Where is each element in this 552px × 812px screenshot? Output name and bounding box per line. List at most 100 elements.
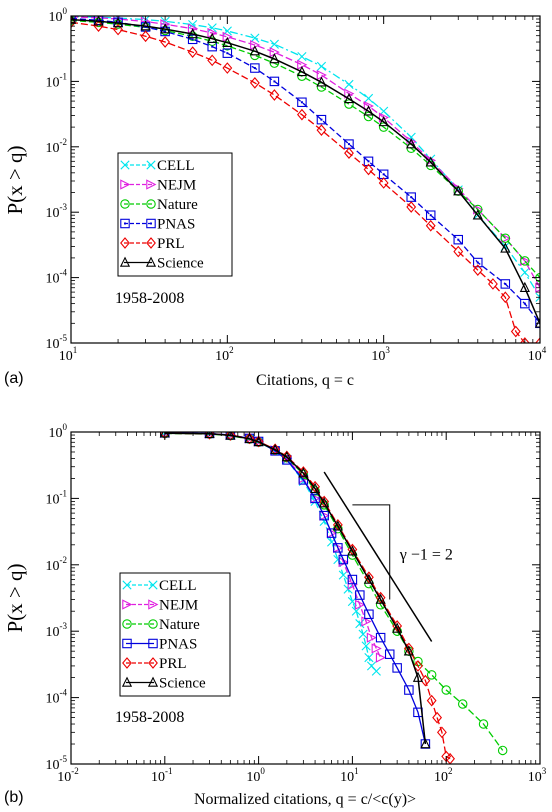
y-tick-label: 10-1	[46, 71, 68, 90]
data-point	[436, 726, 447, 739]
data-point	[406, 132, 416, 142]
data-point	[425, 219, 436, 232]
series-line-science	[71, 18, 540, 324]
data-point	[326, 528, 337, 538]
data-point	[412, 671, 424, 682]
y-tick-label: 10-1	[46, 488, 68, 507]
data-point	[316, 124, 327, 136]
data-point	[384, 649, 395, 659]
data-point	[344, 88, 355, 99]
data-point	[309, 482, 321, 493]
data-point	[497, 745, 508, 756]
data-point	[472, 264, 483, 277]
data-point	[488, 278, 498, 290]
data-point	[244, 432, 255, 444]
legend-marker	[120, 218, 130, 229]
legend-label: Science	[159, 676, 206, 692]
panel-label: (b)	[4, 789, 24, 806]
legend: CELL NEJM Nature PNAS PRL Science	[119, 572, 231, 697]
legend-marker	[121, 676, 133, 687]
data-point	[420, 674, 431, 687]
x-tick-label: 104	[528, 345, 547, 364]
data-point	[375, 593, 386, 604]
data-point	[534, 317, 540, 328]
x-axis-label: Citations, q = c	[256, 372, 354, 389]
data-point	[253, 435, 264, 448]
data-point	[378, 112, 390, 123]
data-point	[500, 291, 511, 304]
data-point	[535, 292, 540, 302]
data-point	[358, 629, 368, 639]
data-point	[457, 699, 468, 709]
data-point	[355, 590, 365, 600]
data-point	[310, 493, 320, 504]
data-point	[160, 36, 171, 48]
data-point	[453, 234, 464, 245]
data-point	[520, 256, 530, 266]
data-point	[426, 694, 437, 707]
data-point	[160, 23, 171, 34]
legend-entry-nature: Nature	[122, 617, 200, 633]
data-point	[344, 79, 354, 89]
data-point	[207, 32, 218, 43]
data-point	[500, 242, 511, 253]
data-point	[344, 99, 354, 109]
data-point	[207, 23, 217, 33]
data-point	[344, 147, 354, 159]
slope-triangle	[352, 504, 391, 600]
legend-entry-pnas: PNAS	[120, 217, 195, 233]
legend-marker	[122, 638, 132, 649]
data-point	[297, 97, 307, 107]
legend-label: CELL	[159, 578, 197, 594]
data-point	[426, 670, 437, 680]
data-point	[425, 156, 436, 167]
data-point	[296, 65, 308, 77]
legend-label: PRL	[159, 656, 187, 672]
data-point	[222, 48, 233, 58]
data-point	[392, 622, 403, 633]
legend-marker	[122, 657, 132, 669]
year-range-annotation: 1958-2008	[115, 709, 184, 726]
data-point	[333, 554, 343, 565]
slope-reference-line	[323, 471, 433, 642]
data-point	[253, 435, 264, 447]
data-point	[519, 337, 530, 343]
legend-marker	[148, 580, 158, 590]
data-point	[363, 100, 374, 112]
x-tick-label: 103	[528, 766, 547, 785]
data-point	[338, 570, 348, 580]
data-point	[392, 663, 402, 673]
legend-box	[119, 572, 231, 697]
data-point	[355, 619, 365, 629]
legend-entry-cell: CELL	[122, 578, 197, 594]
data-point	[333, 543, 343, 553]
y-tick-label: 100	[49, 422, 68, 441]
data-point	[378, 116, 389, 127]
series-line-pnas	[71, 17, 540, 324]
data-point	[140, 30, 151, 43]
data-point	[269, 89, 280, 101]
data-point	[363, 163, 374, 176]
data-point	[222, 36, 233, 47]
data-point	[347, 545, 358, 556]
legend-entry-nejm: NEJM	[120, 178, 196, 194]
data-point	[319, 497, 330, 508]
data-point	[413, 660, 423, 672]
data-point	[250, 63, 260, 73]
x-tick-label: 100	[246, 766, 265, 785]
data-point	[363, 93, 374, 103]
data-point	[113, 23, 123, 36]
data-point	[347, 574, 358, 585]
y-tick-label: 10-2	[46, 555, 68, 574]
y-tick-label: 10-2	[46, 137, 68, 156]
legend-marker	[148, 657, 158, 669]
data-point	[406, 201, 417, 213]
data-point	[270, 443, 281, 456]
data-point	[361, 616, 372, 627]
legend-label: PNAS	[157, 217, 195, 233]
legend-marker	[146, 237, 156, 249]
data-point	[332, 520, 343, 531]
data-point	[316, 61, 327, 71]
data-point	[298, 467, 309, 478]
